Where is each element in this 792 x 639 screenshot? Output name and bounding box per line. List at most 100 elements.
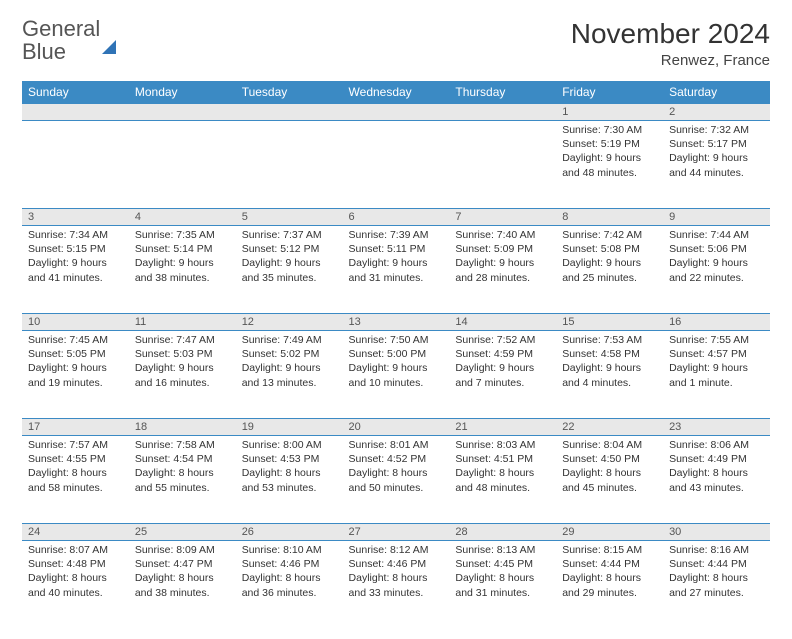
day-number: 18 [129, 419, 236, 436]
location: Renwez, France [571, 52, 770, 69]
sunset-text: Sunset: 4:50 PM [562, 452, 657, 466]
day-details: Sunrise: 7:35 AMSunset: 5:14 PMDaylight:… [129, 226, 236, 289]
week-row: Sunrise: 7:30 AMSunset: 5:19 PMDaylight:… [22, 121, 770, 209]
sunset-text: Sunset: 5:11 PM [349, 242, 444, 256]
day-cell: Sunrise: 8:16 AMSunset: 4:44 PMDaylight:… [663, 541, 770, 629]
daylight-text: Daylight: 9 hours [669, 256, 764, 270]
sunset-text: Sunset: 4:44 PM [669, 557, 764, 571]
calendar-table: Sunday Monday Tuesday Wednesday Thursday… [22, 81, 770, 629]
sunset-text: Sunset: 5:03 PM [135, 347, 230, 361]
day-number: 1 [556, 104, 663, 121]
sunrise-text: Sunrise: 8:01 AM [349, 438, 444, 452]
daylight-text: and 45 minutes. [562, 481, 657, 495]
daylight-text: Daylight: 9 hours [455, 256, 550, 270]
daylight-text: Daylight: 9 hours [28, 256, 123, 270]
weekday-header: Thursday [449, 81, 556, 104]
sunset-text: Sunset: 5:08 PM [562, 242, 657, 256]
logo-word1: General [22, 16, 100, 41]
calendar-head: Sunday Monday Tuesday Wednesday Thursday… [22, 81, 770, 104]
sunrise-text: Sunrise: 7:49 AM [242, 333, 337, 347]
daylight-text: and 38 minutes. [135, 271, 230, 285]
sunrise-text: Sunrise: 7:34 AM [28, 228, 123, 242]
day-details: Sunrise: 7:37 AMSunset: 5:12 PMDaylight:… [236, 226, 343, 289]
day-details: Sunrise: 8:04 AMSunset: 4:50 PMDaylight:… [556, 436, 663, 499]
day-cell: Sunrise: 7:55 AMSunset: 4:57 PMDaylight:… [663, 331, 770, 419]
daylight-text: Daylight: 9 hours [562, 151, 657, 165]
sunset-text: Sunset: 5:19 PM [562, 137, 657, 151]
day-cell: Sunrise: 7:52 AMSunset: 4:59 PMDaylight:… [449, 331, 556, 419]
daylight-text: Daylight: 9 hours [562, 361, 657, 375]
week-row: Sunrise: 8:07 AMSunset: 4:48 PMDaylight:… [22, 541, 770, 629]
daylight-text: and 25 minutes. [562, 271, 657, 285]
day-number: 28 [449, 524, 556, 541]
daylight-text: Daylight: 9 hours [242, 256, 337, 270]
day-cell: Sunrise: 7:45 AMSunset: 5:05 PMDaylight:… [22, 331, 129, 419]
day-number [343, 104, 450, 121]
day-details: Sunrise: 7:40 AMSunset: 5:09 PMDaylight:… [449, 226, 556, 289]
logo-text: General Blue [22, 18, 116, 64]
daylight-text: Daylight: 9 hours [562, 256, 657, 270]
day-number: 20 [343, 419, 450, 436]
sunset-text: Sunset: 5:14 PM [135, 242, 230, 256]
day-number: 26 [236, 524, 343, 541]
weekday-header: Friday [556, 81, 663, 104]
day-number: 24 [22, 524, 129, 541]
day-cell: Sunrise: 7:44 AMSunset: 5:06 PMDaylight:… [663, 226, 770, 314]
day-details: Sunrise: 8:01 AMSunset: 4:52 PMDaylight:… [343, 436, 450, 499]
day-details: Sunrise: 7:34 AMSunset: 5:15 PMDaylight:… [22, 226, 129, 289]
daylight-text: and 35 minutes. [242, 271, 337, 285]
sunrise-text: Sunrise: 8:04 AM [562, 438, 657, 452]
week-row: Sunrise: 7:57 AMSunset: 4:55 PMDaylight:… [22, 436, 770, 524]
day-number: 10 [22, 314, 129, 331]
daynum-row: 12 [22, 104, 770, 121]
day-cell: Sunrise: 8:12 AMSunset: 4:46 PMDaylight:… [343, 541, 450, 629]
sunset-text: Sunset: 4:51 PM [455, 452, 550, 466]
day-cell: Sunrise: 7:42 AMSunset: 5:08 PMDaylight:… [556, 226, 663, 314]
day-details: Sunrise: 7:57 AMSunset: 4:55 PMDaylight:… [22, 436, 129, 499]
day-number: 2 [663, 104, 770, 121]
daylight-text: and 50 minutes. [349, 481, 444, 495]
daylight-text: and 29 minutes. [562, 586, 657, 600]
week-row: Sunrise: 7:34 AMSunset: 5:15 PMDaylight:… [22, 226, 770, 314]
daylight-text: and 43 minutes. [669, 481, 764, 495]
daylight-text: Daylight: 9 hours [455, 361, 550, 375]
day-cell: Sunrise: 7:30 AMSunset: 5:19 PMDaylight:… [556, 121, 663, 209]
sunrise-text: Sunrise: 7:50 AM [349, 333, 444, 347]
week-row: Sunrise: 7:45 AMSunset: 5:05 PMDaylight:… [22, 331, 770, 419]
day-cell: Sunrise: 8:15 AMSunset: 4:44 PMDaylight:… [556, 541, 663, 629]
sunrise-text: Sunrise: 8:13 AM [455, 543, 550, 557]
daylight-text: Daylight: 8 hours [669, 571, 764, 585]
sunset-text: Sunset: 4:57 PM [669, 347, 764, 361]
title-block: November 2024 Renwez, France [571, 18, 770, 69]
daylight-text: Daylight: 8 hours [135, 466, 230, 480]
day-cell: Sunrise: 7:37 AMSunset: 5:12 PMDaylight:… [236, 226, 343, 314]
sunset-text: Sunset: 4:44 PM [562, 557, 657, 571]
sunrise-text: Sunrise: 8:00 AM [242, 438, 337, 452]
sunrise-text: Sunrise: 7:40 AM [455, 228, 550, 242]
day-number: 9 [663, 209, 770, 226]
day-details: Sunrise: 7:52 AMSunset: 4:59 PMDaylight:… [449, 331, 556, 394]
day-number: 13 [343, 314, 450, 331]
sunrise-text: Sunrise: 8:12 AM [349, 543, 444, 557]
weekday-header: Saturday [663, 81, 770, 104]
day-cell: Sunrise: 7:35 AMSunset: 5:14 PMDaylight:… [129, 226, 236, 314]
logo-triangle-icon [102, 23, 116, 54]
day-cell [236, 121, 343, 209]
day-details: Sunrise: 8:00 AMSunset: 4:53 PMDaylight:… [236, 436, 343, 499]
sunset-text: Sunset: 4:54 PM [135, 452, 230, 466]
sunset-text: Sunset: 4:55 PM [28, 452, 123, 466]
sunrise-text: Sunrise: 7:47 AM [135, 333, 230, 347]
day-cell: Sunrise: 8:07 AMSunset: 4:48 PMDaylight:… [22, 541, 129, 629]
daylight-text: and 55 minutes. [135, 481, 230, 495]
day-cell: Sunrise: 8:09 AMSunset: 4:47 PMDaylight:… [129, 541, 236, 629]
daylight-text: Daylight: 9 hours [135, 256, 230, 270]
sunset-text: Sunset: 4:49 PM [669, 452, 764, 466]
sunset-text: Sunset: 4:58 PM [562, 347, 657, 361]
sunset-text: Sunset: 4:59 PM [455, 347, 550, 361]
day-cell: Sunrise: 8:01 AMSunset: 4:52 PMDaylight:… [343, 436, 450, 524]
daylight-text: and 36 minutes. [242, 586, 337, 600]
day-number: 25 [129, 524, 236, 541]
day-number: 30 [663, 524, 770, 541]
day-cell: Sunrise: 7:58 AMSunset: 4:54 PMDaylight:… [129, 436, 236, 524]
daylight-text: and 28 minutes. [455, 271, 550, 285]
